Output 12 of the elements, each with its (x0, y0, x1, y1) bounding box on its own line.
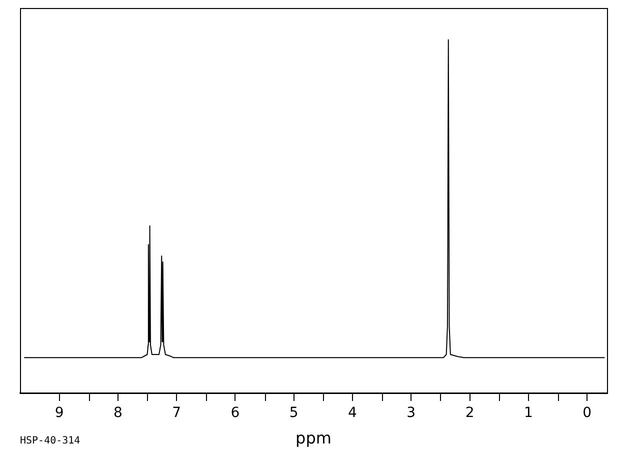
x-tick-label: 5 (289, 405, 298, 422)
x-tick-label: 7 (172, 405, 182, 422)
x-tick-label: 8 (113, 405, 122, 422)
x-tick-label: 1 (524, 405, 533, 422)
x-axis-title: ppm (296, 428, 332, 448)
text: HSP-40-314 (20, 436, 80, 447)
x-tick-label: 2 (465, 405, 474, 422)
x-tick-label: 0 (582, 405, 592, 422)
x-tick-label: 4 (348, 405, 358, 422)
x-tick-label: 6 (230, 405, 240, 422)
x-tick-label: 9 (54, 405, 64, 422)
x-tick-label: 3 (406, 405, 416, 422)
